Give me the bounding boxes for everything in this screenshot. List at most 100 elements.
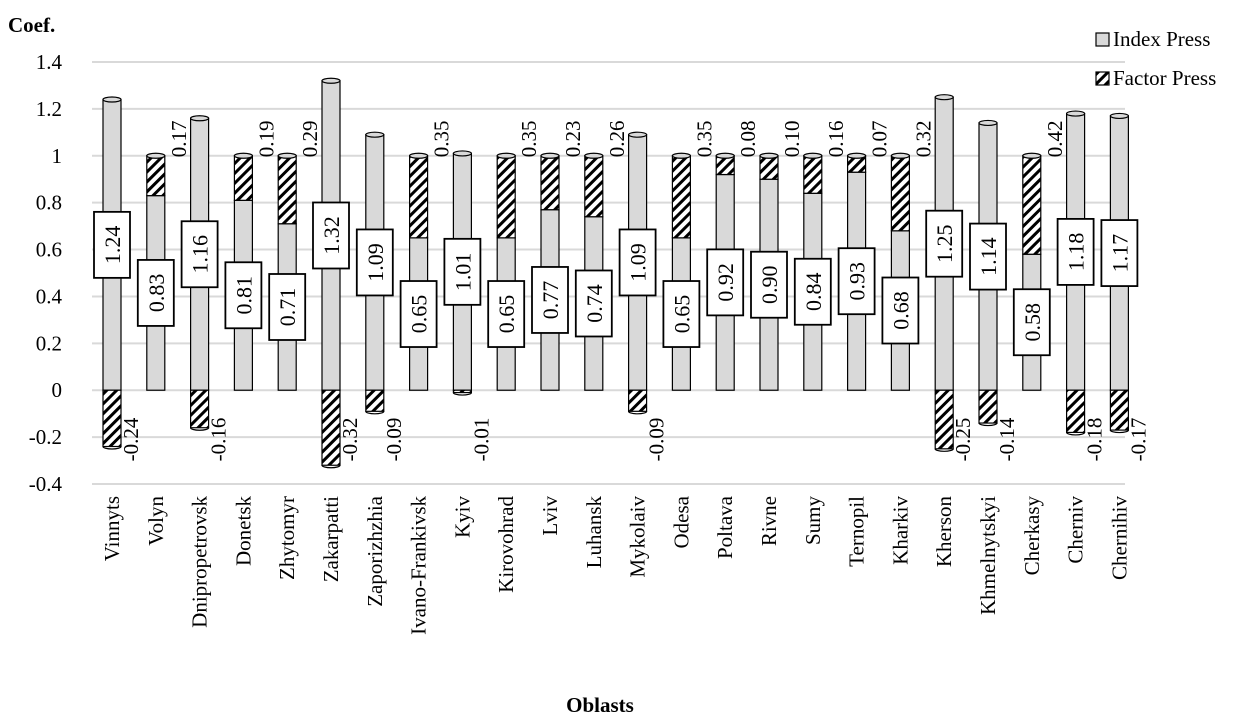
legend: Index Press Factor Press xyxy=(1095,27,1216,90)
factor-press-bar xyxy=(452,389,472,394)
bar-top-cap xyxy=(452,150,472,157)
bar-top-cap xyxy=(409,152,429,159)
index-press-label-box xyxy=(793,257,832,326)
index-press-label-box xyxy=(750,250,788,319)
index-press-label: 1.17 xyxy=(1100,219,1139,287)
x-category-label: Chernihiv xyxy=(1107,496,1131,580)
factor-press-label: 0.19 xyxy=(254,121,278,158)
factor-press-bar xyxy=(978,389,998,424)
factor-press-label: -0.18 xyxy=(1083,418,1107,462)
legend-swatch-index-press xyxy=(1095,32,1110,47)
bar-top-cap xyxy=(321,77,341,84)
legend-label-index-press: Index Press xyxy=(1113,27,1210,51)
x-category-label: Sumy xyxy=(801,496,825,546)
factor-press-bar xyxy=(934,389,954,450)
index-press-label-text: 0.65 xyxy=(669,295,694,334)
x-category-label: Khmelnytskyi xyxy=(976,496,1000,615)
factor-press-label: 0.35 xyxy=(517,121,541,158)
factor-press-label: 0.35 xyxy=(692,121,716,158)
index-press-label-text: 0.71 xyxy=(275,288,300,327)
index-press-label: 0.93 xyxy=(837,247,876,316)
index-press-label-box xyxy=(1012,288,1051,357)
factor-press-bar xyxy=(102,389,122,448)
bar-bottom-cap xyxy=(978,422,998,427)
x-category-label: Kharkiv xyxy=(888,496,912,565)
index-press-label: 1.09 xyxy=(355,228,394,297)
factor-press-label: -0.14 xyxy=(995,417,1019,461)
index-press-label: 0.68 xyxy=(881,276,920,345)
bar-top-cap xyxy=(190,115,210,122)
index-press-label-text: 0.83 xyxy=(144,274,169,313)
index-press-label-text: 1.09 xyxy=(363,243,388,282)
factor-press-bar xyxy=(759,155,779,180)
index-press-label: 1.25 xyxy=(925,209,964,278)
bar-top-cap xyxy=(1065,110,1086,117)
legend-swatch-factor-press xyxy=(1095,71,1110,86)
factor-press-bar xyxy=(233,155,253,201)
index-press-label-text: 1.18 xyxy=(1064,233,1089,272)
bar-top-cap xyxy=(233,152,253,159)
factor-press-label: -0.01 xyxy=(469,418,493,462)
x-category-label: Kyiv xyxy=(450,496,474,539)
factor-press-bar xyxy=(1022,155,1042,255)
y-tick-label: 0.8 xyxy=(36,191,62,215)
index-press-label-box xyxy=(706,248,745,317)
index-press-label-box xyxy=(180,220,219,289)
index-press-label-text: 1.17 xyxy=(1107,234,1132,272)
legend-label-factor-press: Factor Press xyxy=(1113,66,1216,90)
factor-press-label: -0.09 xyxy=(645,418,669,462)
y-tick-label: 0 xyxy=(52,378,63,402)
factor-press-label: 0.07 xyxy=(868,121,892,158)
index-press-label-text: 1.24 xyxy=(100,226,125,265)
factor-press-label: 0.23 xyxy=(561,121,585,158)
x-category-label: Volyn xyxy=(144,496,168,546)
index-press-label-box xyxy=(355,228,394,297)
factor-press-label: 0.17 xyxy=(167,121,191,158)
data-labels: 1.24 -0.24 0.83 0.17 1.16 -0.16 0.81 0.19 0.71 0.… xyxy=(93,121,1150,462)
index-press-label: 1.14 xyxy=(969,222,1007,291)
factor-press-label: -0.17 xyxy=(1126,418,1150,462)
index-press-label: 1.01 xyxy=(443,237,482,306)
factor-press-bar xyxy=(496,155,516,239)
x-category-label: Zaporizhzhia xyxy=(363,495,387,606)
index-press-label: 0.58 xyxy=(1012,288,1051,357)
index-press-label-box xyxy=(662,280,701,348)
factor-press-bar xyxy=(584,155,604,218)
x-category-label: Kherson xyxy=(932,496,956,568)
factor-press-bar xyxy=(1109,389,1130,431)
index-press-label-text: 0.74 xyxy=(582,284,607,323)
index-press-label-text: 0.65 xyxy=(494,295,519,334)
index-press-label: 0.84 xyxy=(793,257,832,326)
index-press-label: 0.81 xyxy=(224,261,263,330)
index-press-label-box xyxy=(443,237,482,306)
index-press-label-box xyxy=(224,261,263,330)
axes: Coef. Oblasts -0.4-0.200.20.40.60.811.21… xyxy=(8,13,1131,717)
bar-top-cap xyxy=(846,152,867,159)
index-press-label-text: 0.84 xyxy=(801,273,826,312)
factor-press-label: 0.29 xyxy=(298,121,322,158)
x-category-label: Odesa xyxy=(669,495,693,548)
index-press-label-box xyxy=(136,259,175,327)
index-press-label: 0.90 xyxy=(750,250,788,319)
x-category-label: Poltava xyxy=(713,495,737,559)
index-press-label-text: 1.14 xyxy=(976,237,1001,276)
index-press-label: 0.65 xyxy=(487,280,526,348)
bar-top-cap xyxy=(584,152,604,159)
x-category-label: Ivano-Frankivsk xyxy=(407,496,431,635)
factor-press-label: 0.26 xyxy=(605,121,629,158)
index-press-label: 1.09 xyxy=(618,228,657,297)
index-press-label-text: 0.58 xyxy=(1020,303,1045,342)
index-press-label-text: 1.01 xyxy=(450,253,475,292)
x-axis-title: Oblasts xyxy=(566,693,634,717)
index-press-label: 0.71 xyxy=(268,273,307,341)
bar-bottom-cap xyxy=(365,411,385,415)
index-press-label-box xyxy=(969,222,1007,291)
index-press-label-box xyxy=(574,269,613,338)
factor-press-label: -0.09 xyxy=(382,418,406,462)
bar-bottom-cap xyxy=(934,448,954,452)
factor-press-bar xyxy=(540,155,560,211)
factor-press-label: 0.10 xyxy=(780,121,804,158)
index-press-label: 0.74 xyxy=(574,269,613,338)
bar-bottom-cap xyxy=(190,427,210,431)
